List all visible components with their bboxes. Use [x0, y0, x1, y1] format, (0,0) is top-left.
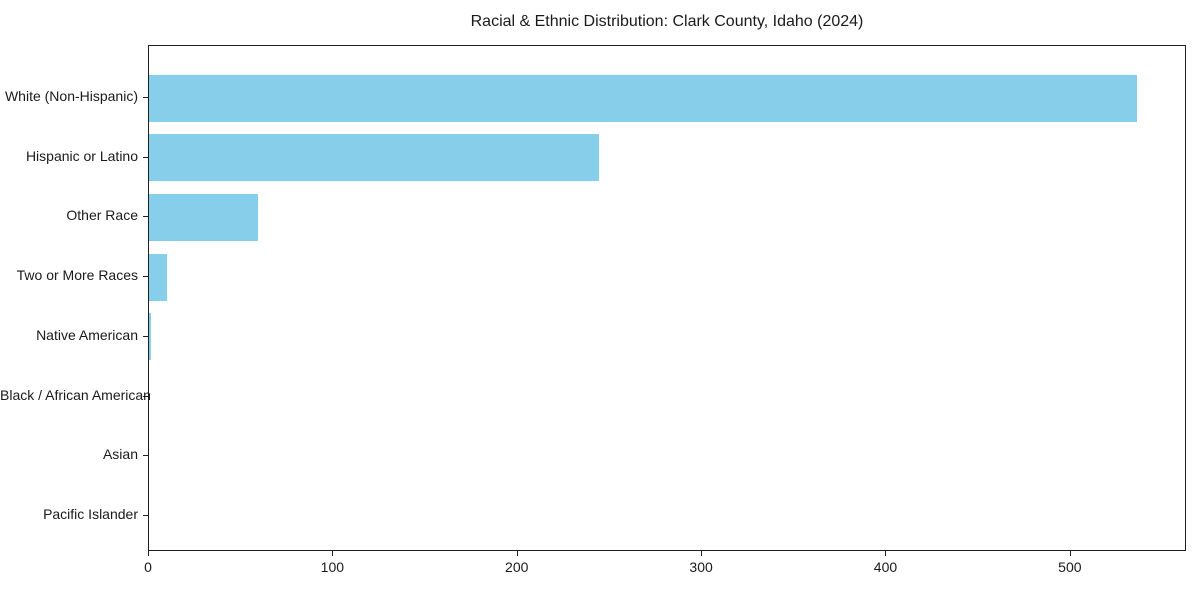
x-tick-mark: [885, 551, 887, 556]
bar-other-race: [149, 193, 258, 241]
y-tick-mark: [143, 276, 148, 278]
x-tick-label: 100: [320, 559, 345, 575]
y-tick-label: Black / African American: [0, 386, 151, 403]
chart-title: Racial & Ethnic Distribution: Clark Coun…: [470, 13, 864, 30]
y-tick-mark: [143, 395, 148, 397]
y-tick-mark: [143, 97, 148, 98]
x-tick-mark: [516, 551, 518, 556]
bar-white-non-hispanic: [149, 74, 1138, 122]
y-tick-label: Native American: [36, 326, 138, 343]
y-tick-label: Pacific Islander: [43, 505, 138, 522]
bar-two-or-more-races: [149, 253, 168, 301]
y-tick-mark: [143, 335, 148, 337]
y-tick-label: Hispanic or Latino: [25, 147, 138, 164]
y-tick-label: Other Race: [66, 207, 138, 224]
y-tick-mark: [143, 514, 148, 516]
y-tick-mark: [143, 156, 148, 158]
x-tick-mark: [1069, 551, 1071, 556]
x-tick-label: 400: [873, 559, 898, 575]
bar-native-american: [149, 313, 151, 361]
x-tick-label: 200: [505, 559, 529, 575]
y-tick-mark: [143, 455, 148, 457]
x-tick-mark: [148, 551, 149, 556]
plot-area: [148, 45, 1186, 551]
x-tick-label: 300: [689, 559, 713, 575]
y-tick-label: Asian: [102, 446, 138, 463]
x-tick-label: 0: [144, 559, 152, 575]
y-tick-label: Two or More Races: [16, 267, 138, 284]
bar-hispanic-or-latino: [149, 134, 599, 182]
x-tick-mark: [701, 551, 703, 556]
x-tick-label: 500: [1058, 559, 1082, 575]
y-tick-label: White (Non-Hispanic): [4, 88, 138, 104]
x-tick-mark: [332, 551, 334, 556]
y-tick-mark: [143, 216, 148, 218]
